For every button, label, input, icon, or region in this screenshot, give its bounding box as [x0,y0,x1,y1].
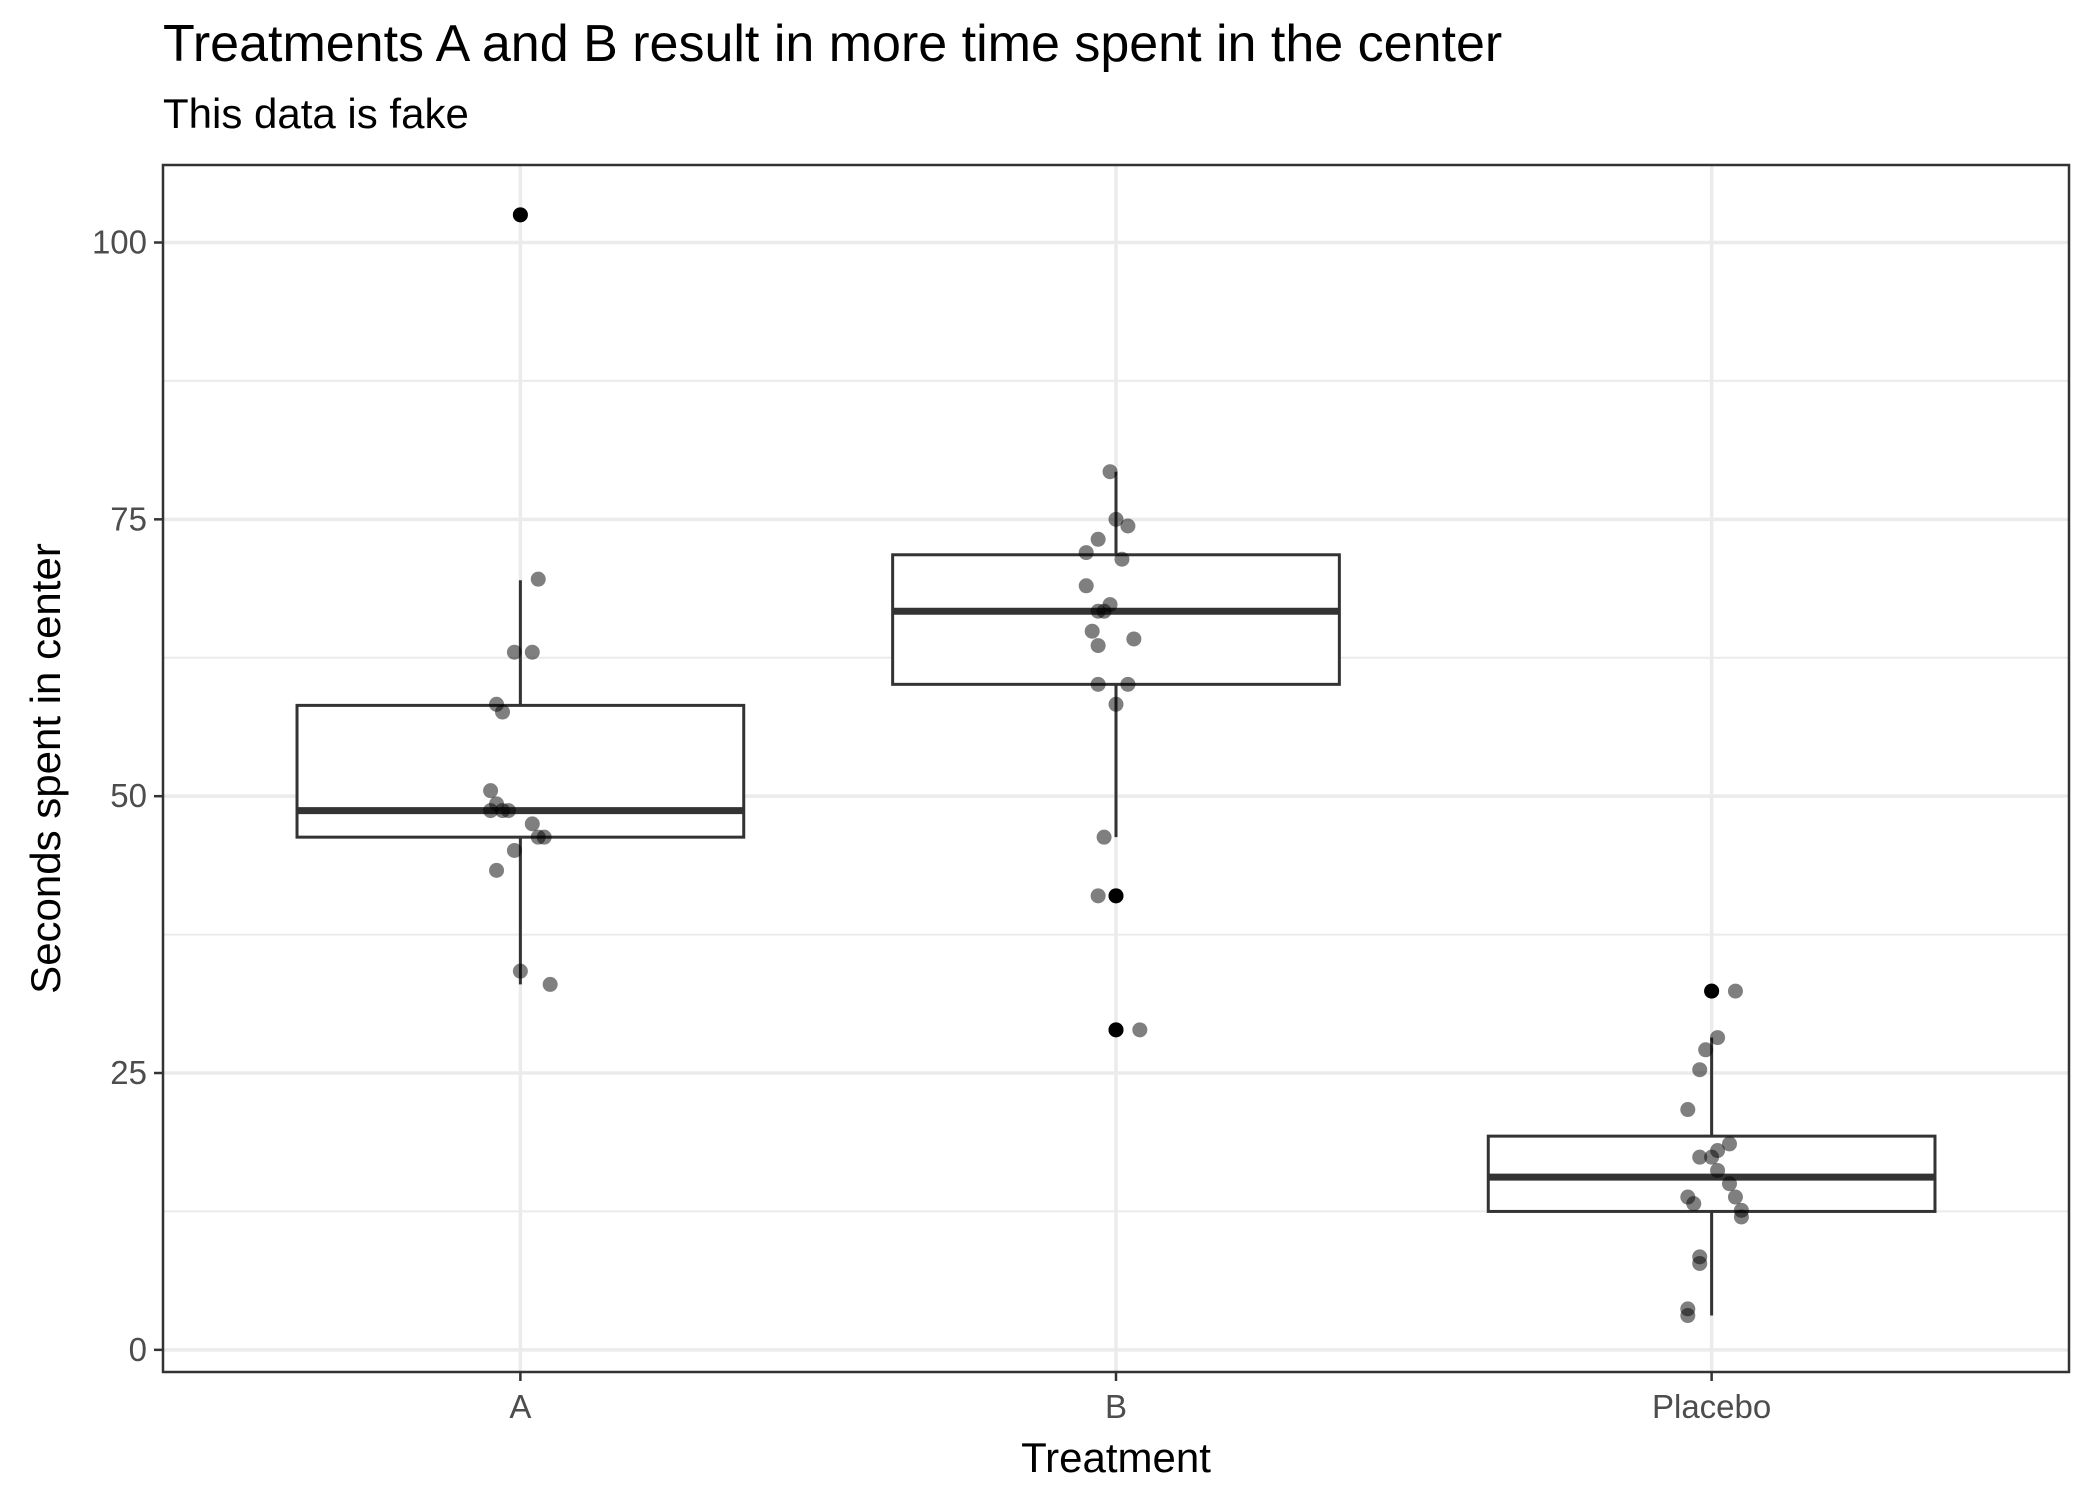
x-tick-label: Placebo [1652,1388,1771,1425]
y-axis: 0 25 50 75 100 [92,224,163,1368]
data-point [512,207,528,223]
data-point [1084,623,1100,639]
data-point [530,571,546,587]
data-point [1108,696,1124,712]
data-point [1727,983,1743,999]
data-point [1710,1030,1726,1046]
data-point [1120,676,1136,692]
boxplots [295,207,1937,1316]
x-tick-label: A [509,1388,531,1425]
data-point [506,842,522,858]
data-point [1721,1136,1737,1152]
data-point [1698,1042,1714,1058]
data-point [536,829,552,845]
data-point [1078,545,1094,561]
data-point [1692,1255,1708,1271]
chart-subtitle: This data is fake [163,90,469,137]
data-point [1704,983,1720,999]
y-tick-label: 100 [92,224,147,261]
data-point [506,644,522,660]
data-point [1721,1176,1737,1192]
data-point [1090,531,1106,547]
data-point [1126,631,1142,647]
data-point [1686,1196,1702,1212]
data-point [500,803,516,819]
data-point [483,783,499,799]
y-tick-label: 75 [110,500,147,537]
data-point [1727,1189,1743,1205]
y-tick-label: 50 [110,777,147,814]
data-point [483,803,499,819]
data-point [1710,1162,1726,1178]
x-tick-label: B [1105,1388,1127,1425]
data-point [1090,638,1106,654]
data-point [1680,1102,1696,1118]
box-b [891,471,1341,838]
data-point [495,704,511,720]
data-point [1733,1209,1749,1225]
data-point [1102,464,1118,480]
data-point [1114,551,1130,567]
data-point [1680,1308,1696,1324]
data-points [483,207,1749,1324]
data-point [1108,511,1124,527]
data-point [542,976,558,992]
data-point [524,644,540,660]
data-point [512,963,528,979]
y-tick-label: 25 [110,1054,147,1091]
data-point [1120,518,1136,534]
box-a [295,580,746,985]
data-point [489,862,505,878]
box-iqr [295,703,746,839]
data-point [1692,1149,1708,1165]
data-point [1096,829,1112,845]
y-tick-label: 0 [129,1331,147,1368]
x-axis: A B Placebo [509,1372,1771,1425]
data-point [1132,1022,1148,1038]
data-point [1704,1149,1720,1165]
chart-title: Treatments A and B result in more time s… [163,15,1503,73]
data-point [524,816,540,832]
data-point [1090,676,1106,692]
data-point [1078,578,1094,594]
data-point [1090,888,1106,904]
y-axis-title: Seconds spent in center [22,543,69,994]
data-point [1108,1022,1124,1038]
data-point [1096,603,1112,619]
data-point [1692,1062,1708,1078]
box-placebo [1486,1037,1937,1316]
x-axis-title: Treatment [1021,1434,1211,1481]
box-iqr [891,553,1341,686]
data-point [1108,888,1124,904]
